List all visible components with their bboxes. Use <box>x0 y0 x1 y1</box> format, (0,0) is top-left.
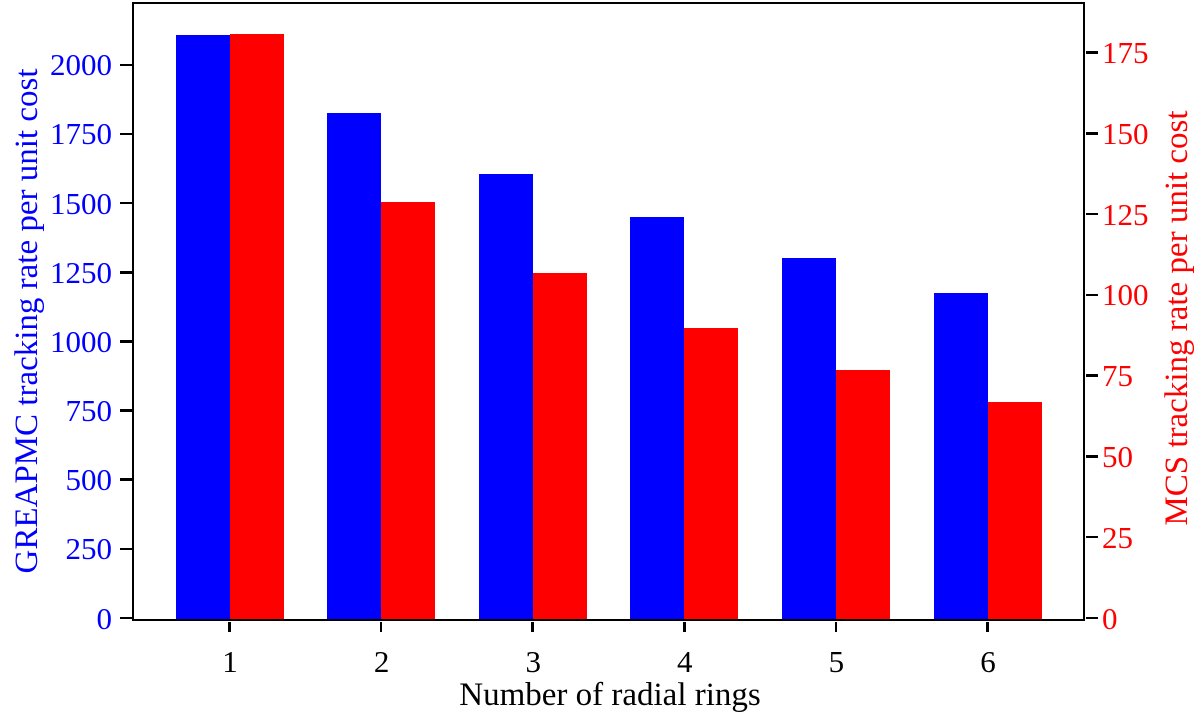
x-tick-label: 1 <box>222 644 238 679</box>
x-tick-mark <box>531 621 534 632</box>
bar-greapmc-ring-2 <box>327 112 382 619</box>
x-tick-label: 5 <box>828 644 845 679</box>
left-y-tick-mark <box>119 271 132 274</box>
bar-greapmc-ring-6 <box>933 292 988 619</box>
right-y-tick-label: 125 <box>1102 196 1149 232</box>
bar-greapmc-ring-3 <box>478 173 533 619</box>
bar-mcs-ring-5 <box>835 370 890 619</box>
left-y-tick-label: 750 <box>65 393 113 429</box>
right-y-axis-title: MCS tracking rate per unit cost <box>1159 110 1195 526</box>
left-y-tick-label: 1500 <box>50 185 112 221</box>
x-tick-label: 4 <box>677 644 693 679</box>
left-y-tick-label: 1250 <box>50 254 112 290</box>
left-y-tick-mark <box>119 409 132 412</box>
right-y-tick-label: 25 <box>1102 519 1133 555</box>
bar-mcs-ring-6 <box>987 402 1042 619</box>
bar-greapmc-ring-4 <box>630 216 685 619</box>
right-y-tick-label: 100 <box>1102 277 1149 313</box>
x-tick-label: 6 <box>980 644 996 679</box>
x-tick-mark <box>379 621 383 632</box>
right-y-tick-mark <box>1085 455 1098 458</box>
right-y-tick-mark <box>1085 51 1098 54</box>
left-y-tick-label: 500 <box>65 462 113 498</box>
bar-mcs-ring-1 <box>229 34 284 619</box>
bar-mcs-ring-3 <box>532 273 587 619</box>
bar-mcs-ring-4 <box>684 328 739 619</box>
right-y-tick-mark <box>1085 132 1098 135</box>
right-y-tick-mark <box>1085 616 1098 620</box>
x-tick-label: 3 <box>525 644 541 679</box>
right-y-tick-mark <box>1085 212 1098 216</box>
left-y-tick-mark <box>119 132 132 136</box>
bar-greapmc-ring-1 <box>175 35 230 619</box>
left-y-tick-mark <box>119 616 132 620</box>
right-y-tick-label: 0 <box>1102 600 1118 636</box>
left-y-tick-mark <box>119 478 132 481</box>
left-y-tick-label: 1750 <box>50 116 112 152</box>
x-axis-title: Number of radial rings <box>459 677 761 713</box>
right-y-tick-label: 50 <box>1102 438 1133 474</box>
right-y-tick-label: 75 <box>1102 358 1133 394</box>
left-y-tick-label: 0 <box>96 600 113 636</box>
right-y-tick-mark <box>1085 535 1098 539</box>
plot-area <box>119 2 1098 632</box>
left-y-tick-mark <box>119 340 132 343</box>
right-y-tick-mark <box>1085 374 1098 377</box>
right-y-tick-label: 150 <box>1102 115 1149 151</box>
left-y-tick-label: 250 <box>65 531 113 567</box>
x-tick-label: 2 <box>373 644 390 679</box>
left-y-tick-label: 2000 <box>50 47 112 83</box>
x-tick-mark <box>683 621 686 632</box>
left-y-tick-mark <box>119 547 132 551</box>
x-tick-mark <box>986 621 989 632</box>
right-y-tick-label: 175 <box>1102 34 1149 70</box>
left-y-tick-mark <box>119 63 132 67</box>
bar-mcs-ring-2 <box>381 202 436 619</box>
left-y-tick-label: 1000 <box>50 323 112 359</box>
x-tick-mark <box>228 621 231 632</box>
bar-greapmc-ring-5 <box>781 258 836 619</box>
right-y-tick-mark <box>1085 293 1098 297</box>
left-y-tick-mark <box>119 201 132 205</box>
x-tick-mark <box>834 621 838 632</box>
